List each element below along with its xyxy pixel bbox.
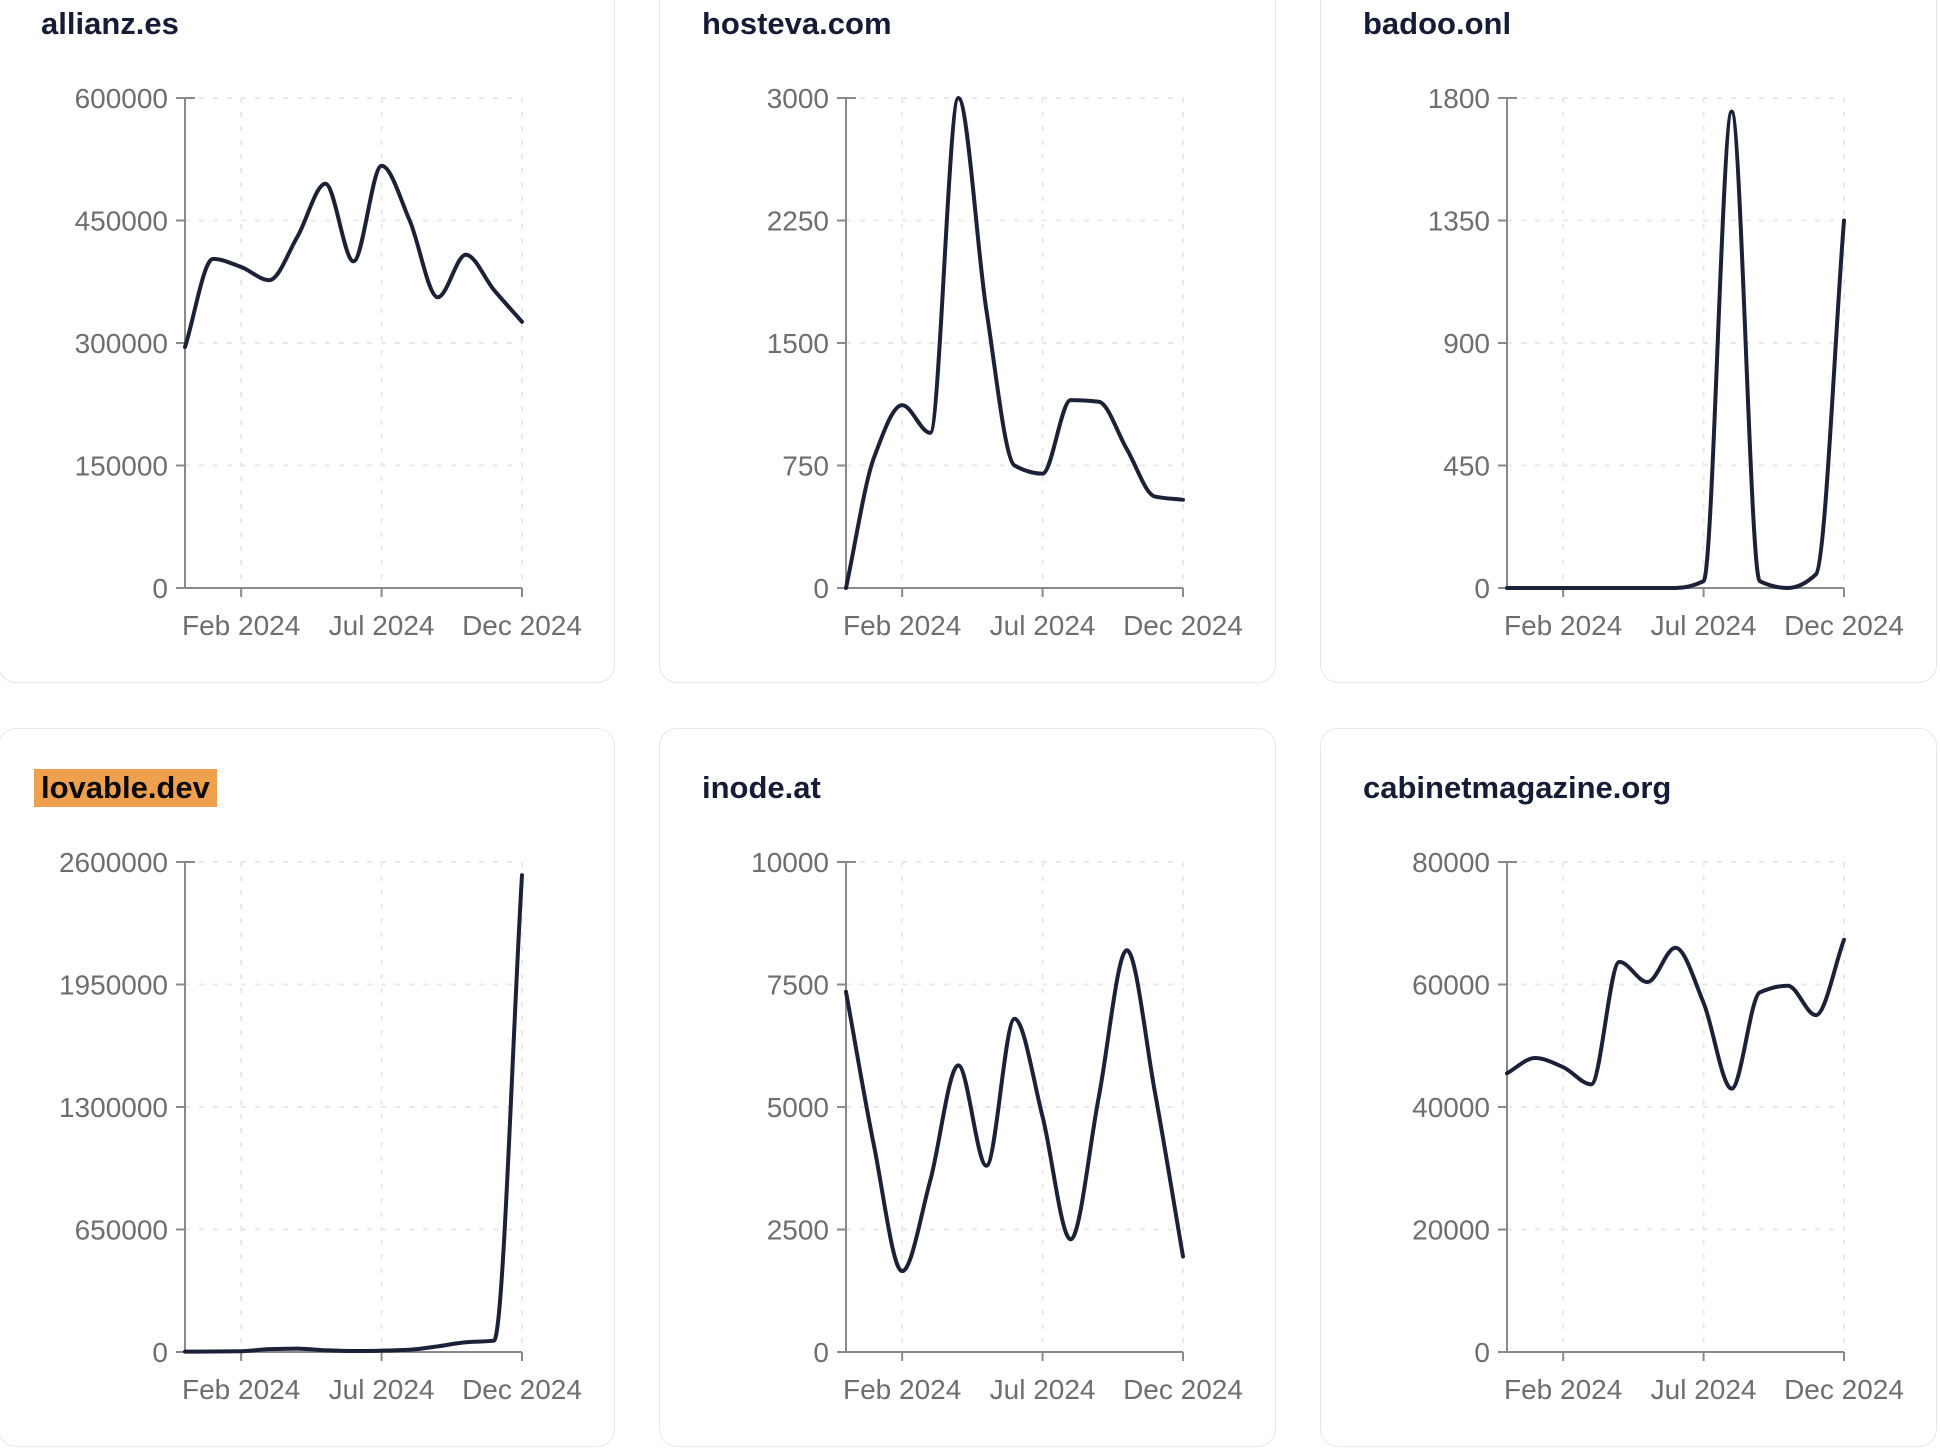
svg-text:Feb 2024: Feb 2024 <box>843 610 961 641</box>
svg-text:Jul 2024: Jul 2024 <box>329 610 435 641</box>
svg-text:450000: 450000 <box>75 205 168 236</box>
card-allianz-es: allianz.es 0 150000 300000 450000 600000 Feb … <box>0 0 615 683</box>
svg-text:Feb 2024: Feb 2024 <box>843 1374 961 1405</box>
svg-text:900: 900 <box>1443 328 1490 359</box>
svg-text:Feb 2024: Feb 2024 <box>182 610 300 641</box>
domain-title-text: cabinetmagazine.org <box>1363 770 1672 805</box>
card-inode-at: inode.at 0 2500 5000 7500 10000 Feb 2024 Jul 2… <box>659 728 1276 1447</box>
traffic-line-chart: 0 650000 1300000 1950000 2600000 Feb 2024 Jul … <box>59 847 582 1405</box>
svg-text:2500: 2500 <box>767 1214 829 1245</box>
svg-text:150000: 150000 <box>75 450 168 481</box>
svg-text:60000: 60000 <box>1412 969 1490 1000</box>
svg-text:0: 0 <box>152 1337 168 1368</box>
domain-title-text: inode.at <box>702 770 821 805</box>
domain-title: cabinetmagazine.org <box>1356 769 1678 807</box>
card-badoo-onl: badoo.onl 0 450 900 1350 1800 Feb 2024 Jul 202… <box>1320 0 1937 683</box>
domain-title: lovable.dev <box>34 769 217 808</box>
card-hosteva-com: hosteva.com 0 750 1500 2250 3000 Feb 2024 Jul … <box>659 0 1276 683</box>
svg-text:7500: 7500 <box>767 969 829 1000</box>
svg-text:Jul 2024: Jul 2024 <box>329 1374 435 1405</box>
svg-text:450: 450 <box>1443 450 1490 481</box>
domain-title: inode.at <box>695 769 828 807</box>
svg-text:20000: 20000 <box>1412 1214 1490 1245</box>
svg-text:1950000: 1950000 <box>59 969 168 1000</box>
domain-title: allianz.es <box>34 5 186 43</box>
card-lovable-dev: lovable.dev 0 650000 1300000 1950000 2600000… <box>0 728 615 1447</box>
svg-text:Jul 2024: Jul 2024 <box>990 1374 1096 1405</box>
svg-text:300000: 300000 <box>75 328 168 359</box>
svg-text:750: 750 <box>782 450 829 481</box>
traffic-line-chart: 0 150000 300000 450000 600000 Feb 2024 Jul 202… <box>75 83 582 641</box>
svg-text:Dec 2024: Dec 2024 <box>1123 1374 1243 1405</box>
card-cabinetmagazine-org: cabinetmagazine.org 0 20000 40000 60000 8000… <box>1320 728 1937 1447</box>
svg-text:2600000: 2600000 <box>59 847 168 878</box>
svg-text:Feb 2024: Feb 2024 <box>1504 610 1622 641</box>
svg-text:Feb 2024: Feb 2024 <box>1504 1374 1622 1405</box>
svg-text:1500: 1500 <box>767 328 829 359</box>
svg-text:40000: 40000 <box>1412 1092 1490 1123</box>
svg-text:1800: 1800 <box>1428 83 1490 114</box>
svg-text:Dec 2024: Dec 2024 <box>462 610 582 641</box>
svg-text:Feb 2024: Feb 2024 <box>182 1374 300 1405</box>
svg-text:Jul 2024: Jul 2024 <box>990 610 1096 641</box>
traffic-line-chart: 0 20000 40000 60000 80000 Feb 2024 Jul 2024 Dec… <box>1412 847 1904 1405</box>
svg-text:600000: 600000 <box>75 83 168 114</box>
svg-text:5000: 5000 <box>767 1092 829 1123</box>
svg-text:0: 0 <box>152 573 168 604</box>
svg-text:Jul 2024: Jul 2024 <box>1651 1374 1757 1405</box>
domain-title-text: hosteva.com <box>702 6 892 41</box>
svg-text:0: 0 <box>813 573 829 604</box>
svg-text:Dec 2024: Dec 2024 <box>462 1374 582 1405</box>
traffic-line-chart: 0 750 1500 2250 3000 Feb 2024 Jul 2024 Dec 2024 <box>767 83 1243 641</box>
svg-text:10000: 10000 <box>751 847 829 878</box>
domain-title-text: allianz.es <box>41 6 179 41</box>
svg-text:650000: 650000 <box>75 1214 168 1245</box>
svg-text:2250: 2250 <box>767 205 829 236</box>
domain-title: badoo.onl <box>1356 5 1518 43</box>
svg-text:Dec 2024: Dec 2024 <box>1784 1374 1904 1405</box>
svg-text:0: 0 <box>813 1337 829 1368</box>
svg-text:3000: 3000 <box>767 83 829 114</box>
svg-text:Jul 2024: Jul 2024 <box>1651 610 1757 641</box>
traffic-line-chart: 0 2500 5000 7500 10000 Feb 2024 Jul 2024 Dec 20… <box>751 847 1243 1405</box>
svg-text:0: 0 <box>1474 1337 1490 1368</box>
traffic-line-chart: 0 450 900 1350 1800 Feb 2024 Jul 2024 Dec 2024 <box>1428 83 1904 641</box>
svg-text:1350: 1350 <box>1428 205 1490 236</box>
svg-text:80000: 80000 <box>1412 847 1490 878</box>
domain-title: hosteva.com <box>695 5 899 43</box>
domain-title-text: badoo.onl <box>1363 6 1512 41</box>
domain-title-text-highlighted: lovable.dev <box>34 769 217 808</box>
svg-text:1300000: 1300000 <box>59 1092 168 1123</box>
svg-text:0: 0 <box>1474 573 1490 604</box>
svg-text:Dec 2024: Dec 2024 <box>1123 610 1243 641</box>
svg-text:Dec 2024: Dec 2024 <box>1784 610 1904 641</box>
